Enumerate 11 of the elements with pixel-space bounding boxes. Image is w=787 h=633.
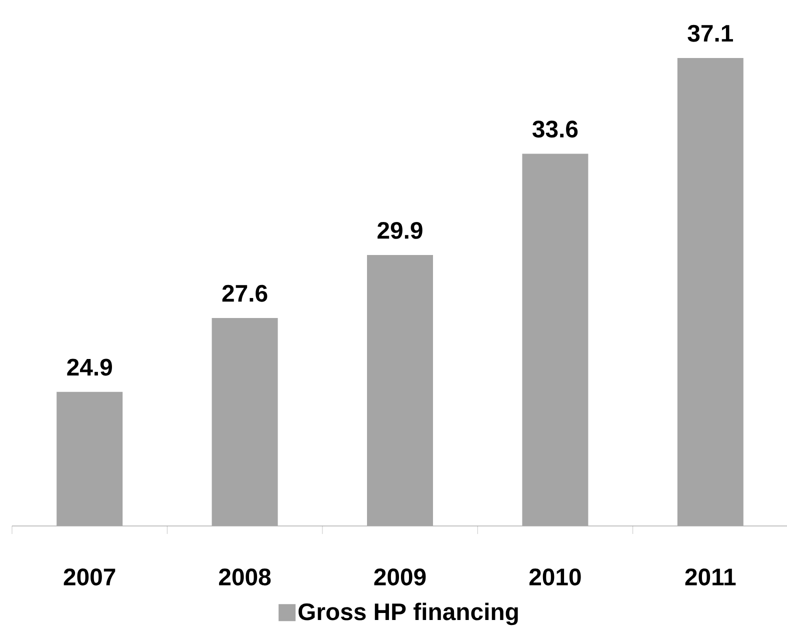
x-tick-label: 2008 bbox=[219, 568, 271, 586]
data-label: 33.6 bbox=[532, 120, 578, 138]
x-tick-label: 2009 bbox=[374, 568, 426, 586]
data-label: 29.9 bbox=[378, 222, 422, 239]
x-tick-label: 2011 bbox=[685, 568, 736, 586]
data-label: 37.1 bbox=[688, 24, 733, 42]
x-tick-label: 2010 bbox=[529, 568, 581, 586]
x-tick-label: 2007 bbox=[64, 568, 116, 586]
data-label: 24.9 bbox=[67, 358, 112, 376]
legend-label: Gross HP financing bbox=[298, 602, 518, 626]
data-label: 27.6 bbox=[222, 284, 268, 302]
